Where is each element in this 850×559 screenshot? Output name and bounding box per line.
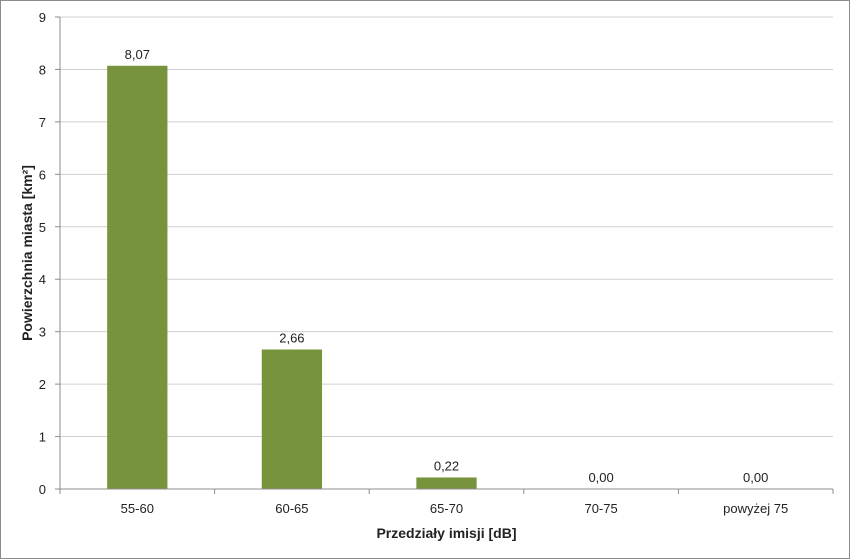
y-tick-label: 7 [39,115,46,130]
x-axis-title: Przedziały imisji [dB] [376,525,516,541]
y-tick-label: 9 [39,10,46,25]
x-tick-label: 60-65 [275,501,308,516]
y-tick-label: 2 [39,377,46,392]
x-tick-label: 55-60 [121,501,154,516]
y-tick-label: 5 [39,220,46,235]
x-tick-labels: 55-60 60-65 65-70 70-75 powyżej 75 [121,501,789,516]
data-label: 8,07 [125,47,150,62]
x-tick-label: powyżej 75 [723,501,788,516]
bar [416,477,477,489]
data-label: 0,00 [588,470,613,485]
x-tick-label: 70-75 [584,501,617,516]
data-label: 0,00 [743,470,768,485]
y-axis-title: Powierzchnia miasta [km²] [19,165,35,341]
gridlines [55,16,834,494]
bar [261,349,323,489]
bars [107,65,477,490]
y-tick-label: 0 [39,482,46,497]
y-tick-labels: 0 1 2 3 4 5 6 7 8 9 [39,10,46,497]
y-tick-label: 4 [39,272,46,287]
y-tick-label: 8 [39,62,46,77]
y-tick-label: 3 [39,325,46,340]
y-tick-label: 1 [39,430,46,445]
data-label: 0,22 [434,458,459,473]
data-label: 2,66 [279,330,304,345]
data-labels: 8,07 2,66 0,22 0,00 0,00 [125,47,769,485]
y-tick-label: 6 [39,167,46,182]
bar [107,65,168,490]
x-tick-label: 65-70 [430,501,463,516]
